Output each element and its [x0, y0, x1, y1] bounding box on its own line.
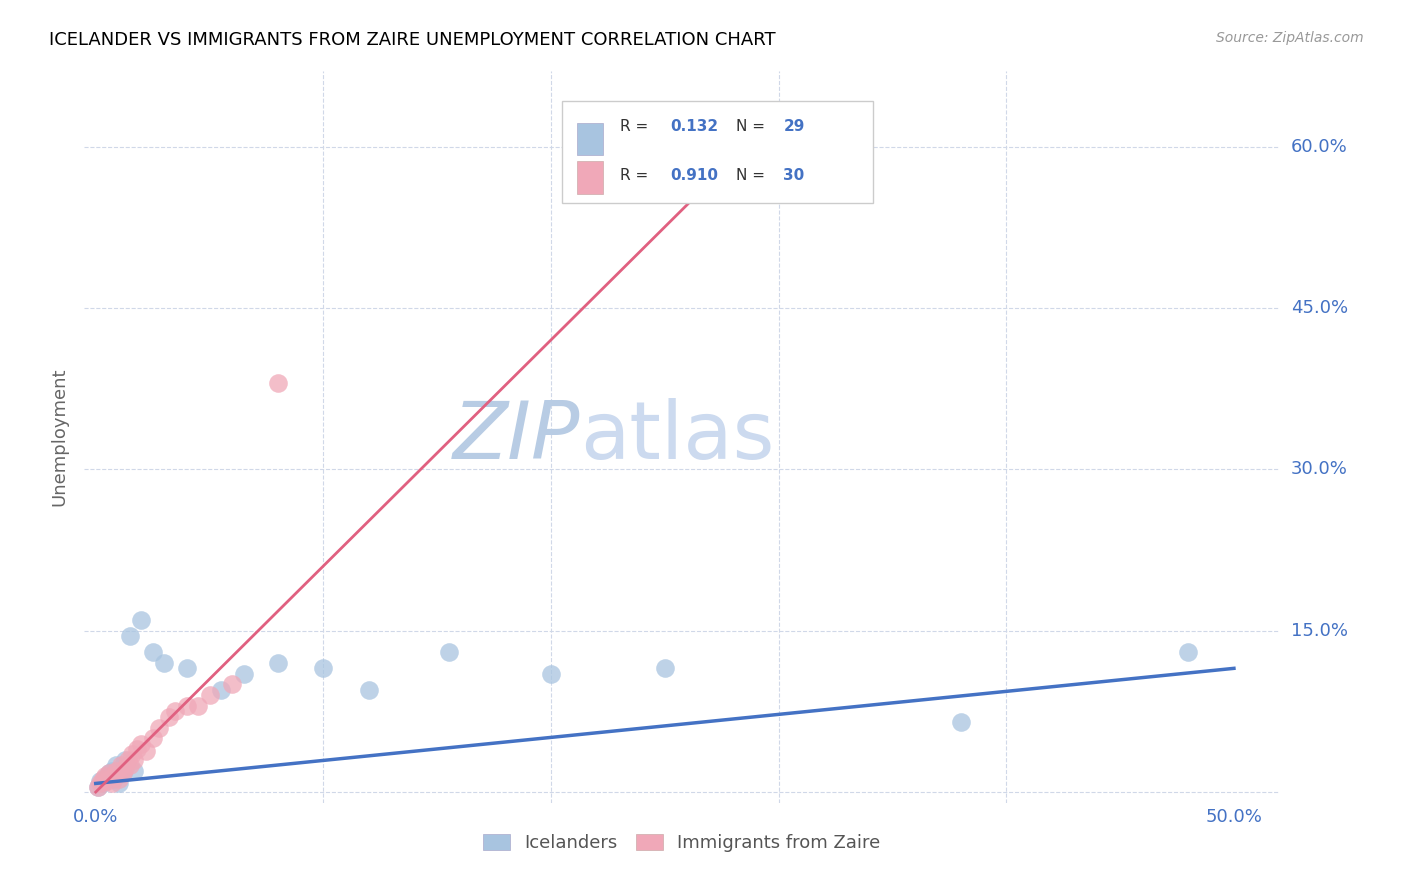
Point	[124, 753, 146, 767]
Point	[232, 666, 254, 681]
Point	[187, 698, 209, 713]
Point	[87, 780, 110, 794]
Point	[105, 758, 128, 772]
Point	[949, 715, 972, 730]
Point	[121, 747, 143, 762]
Point	[357, 682, 380, 697]
Text: ICELANDER VS IMMIGRANTS FROM ZAIRE UNEMPLOYMENT CORRELATION CHART: ICELANDER VS IMMIGRANTS FROM ZAIRE UNEMP…	[49, 31, 776, 49]
Text: 30.0%: 30.0%	[1291, 460, 1347, 478]
Text: R =: R =	[620, 120, 652, 135]
Text: N =: N =	[735, 168, 769, 183]
Point	[103, 772, 125, 786]
Point	[107, 772, 129, 786]
Point	[1177, 645, 1199, 659]
Point	[129, 613, 152, 627]
Point	[91, 772, 114, 786]
Point	[124, 764, 146, 778]
Point	[135, 744, 157, 758]
Text: atlas: atlas	[581, 398, 775, 476]
Point	[91, 776, 114, 790]
Point	[176, 661, 198, 675]
Point	[112, 765, 135, 780]
Y-axis label: Unemployment: Unemployment	[51, 368, 69, 507]
Point	[103, 769, 125, 783]
Point	[100, 764, 122, 778]
Point	[221, 677, 243, 691]
FancyBboxPatch shape	[576, 122, 603, 155]
Point	[114, 753, 136, 767]
Point	[110, 758, 132, 772]
Point	[96, 769, 118, 783]
Point	[721, 139, 744, 153]
Point	[148, 721, 170, 735]
Point	[153, 656, 176, 670]
Point	[129, 737, 152, 751]
Text: 15.0%: 15.0%	[1291, 622, 1347, 640]
Point	[176, 698, 198, 713]
Point	[110, 761, 132, 775]
Point	[437, 645, 460, 659]
Point	[157, 710, 180, 724]
Point	[98, 765, 121, 780]
Point	[107, 776, 129, 790]
Legend: Icelanders, Immigrants from Zaire: Icelanders, Immigrants from Zaire	[475, 827, 889, 860]
Point	[209, 682, 232, 697]
Text: R =: R =	[620, 168, 652, 183]
Point	[165, 705, 187, 719]
Point	[112, 765, 135, 780]
Text: Source: ZipAtlas.com: Source: ZipAtlas.com	[1216, 31, 1364, 45]
Text: 0.132: 0.132	[671, 120, 718, 135]
Text: N =: N =	[735, 120, 769, 135]
Point	[142, 645, 165, 659]
Point	[125, 742, 148, 756]
Point	[100, 776, 122, 790]
Point	[117, 753, 139, 767]
Point	[142, 731, 165, 746]
Point	[267, 376, 290, 391]
Point	[540, 666, 562, 681]
Text: 45.0%: 45.0%	[1291, 299, 1348, 317]
Point	[118, 758, 141, 772]
Point	[114, 761, 136, 775]
Point	[105, 764, 128, 778]
Text: 30: 30	[783, 168, 804, 183]
Text: 60.0%: 60.0%	[1291, 137, 1347, 156]
Point	[198, 688, 221, 702]
Text: 0.910: 0.910	[671, 168, 718, 183]
Point	[267, 656, 290, 670]
Point	[89, 776, 111, 790]
Point	[118, 629, 141, 643]
Point	[89, 774, 111, 789]
FancyBboxPatch shape	[562, 101, 873, 203]
Point	[96, 774, 118, 789]
Point	[98, 765, 121, 780]
Point	[87, 780, 110, 794]
Point	[94, 772, 117, 786]
Point	[94, 769, 117, 783]
Point	[312, 661, 335, 675]
FancyBboxPatch shape	[576, 161, 603, 194]
Text: ZIP: ZIP	[453, 398, 581, 476]
Point	[654, 661, 676, 675]
Text: 29: 29	[783, 120, 804, 135]
